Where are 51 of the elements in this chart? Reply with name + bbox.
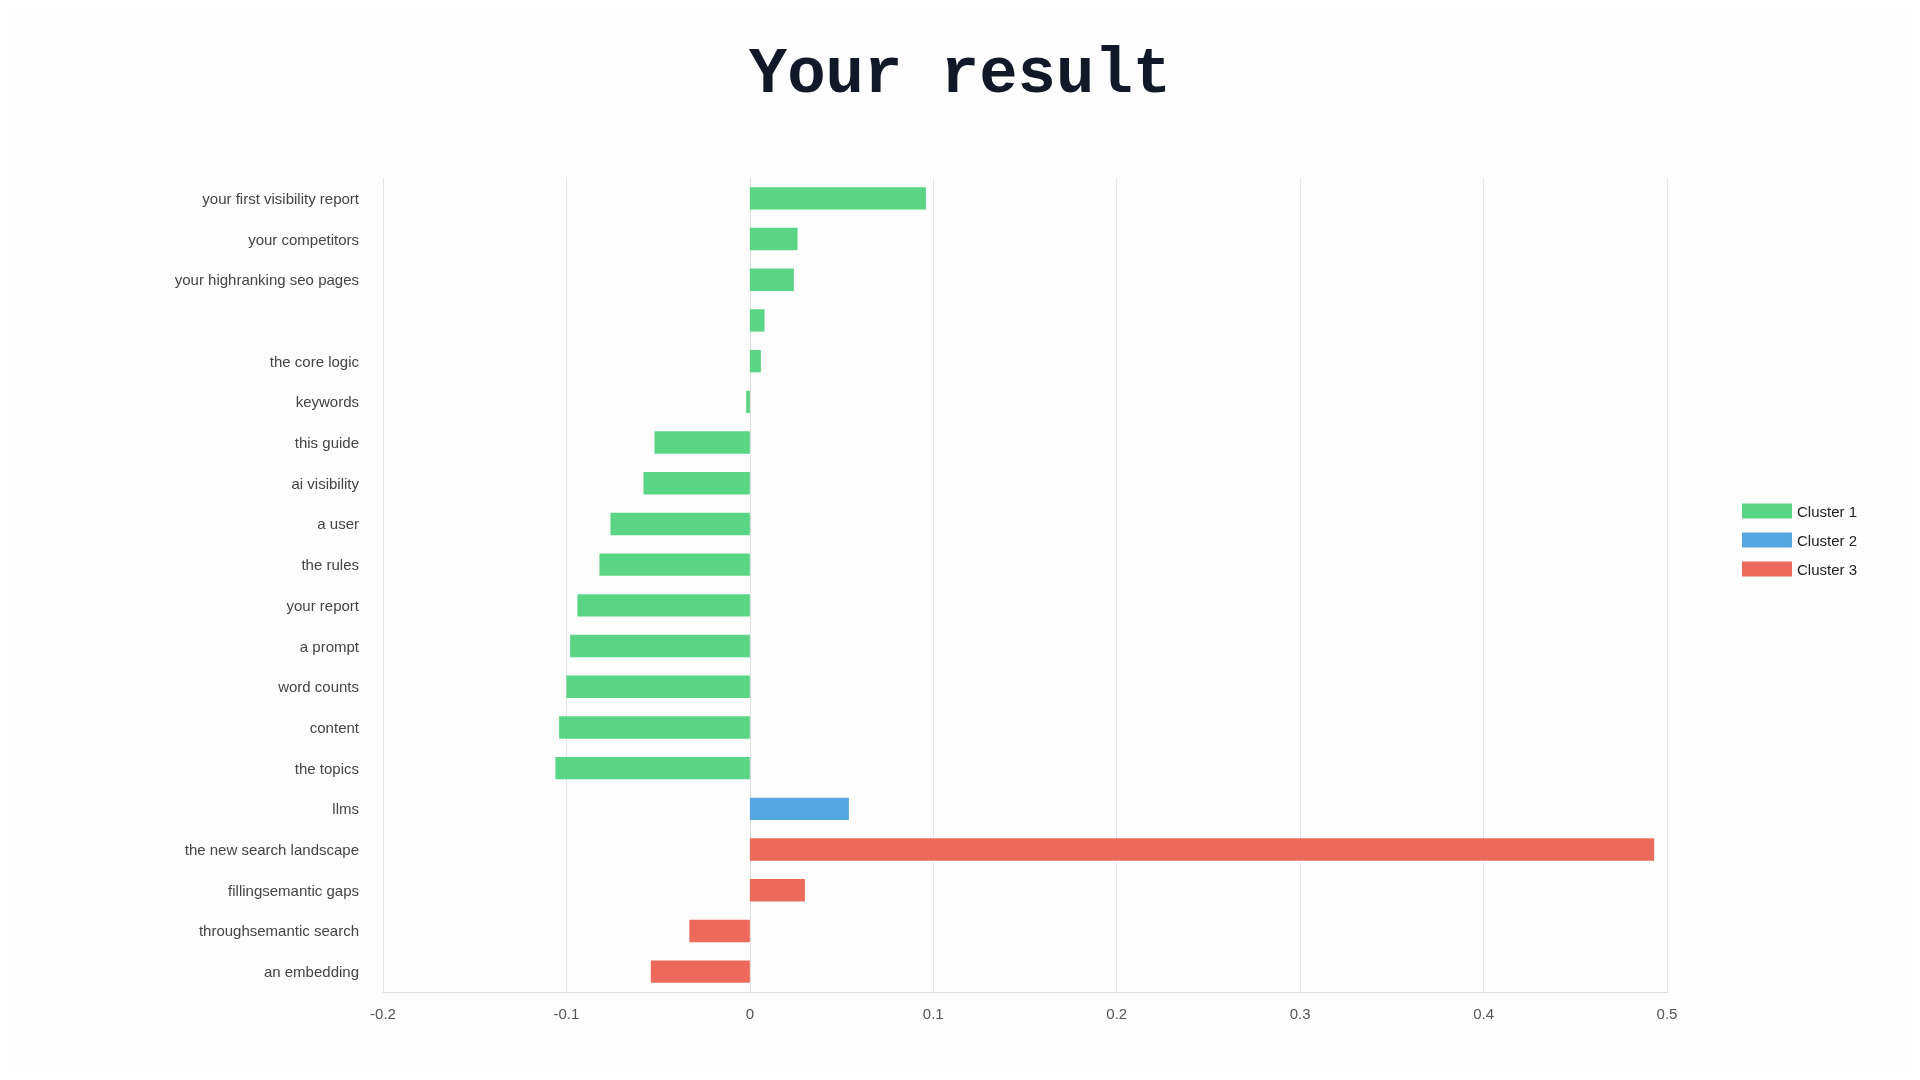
y-tick-label: throughsemantic search: [198, 922, 359, 940]
y-tick-label: your first visibility report: [202, 189, 360, 207]
legend-label: Cluster 2: [1796, 531, 1858, 549]
y-tick-label: content: [309, 718, 360, 736]
bar: [749, 268, 794, 291]
x-tick-label: -0.2: [370, 1005, 396, 1022]
y-tick-label: llms: [332, 800, 359, 818]
x-tick-label: 0.3: [1289, 1005, 1311, 1022]
y-tick-label: word counts: [277, 678, 359, 696]
y-tick-label: your report: [286, 596, 360, 614]
y-tick-label: this guide: [294, 434, 359, 452]
legend-label: Cluster 1: [1796, 502, 1858, 520]
bar: [749, 187, 926, 210]
bar: [746, 390, 750, 414]
bar: [555, 756, 750, 780]
bar: [749, 879, 805, 902]
bar: [610, 512, 750, 536]
bar: [749, 309, 765, 332]
y-tick-label: keywords: [295, 393, 359, 411]
y-tick-label: the rules: [301, 556, 359, 574]
x-tick-label: 0.4: [1473, 1005, 1494, 1022]
y-tick-label: your competitors: [248, 230, 359, 248]
legend-label: Cluster 3: [1796, 560, 1858, 578]
x-tick-label: 0.1: [922, 1005, 944, 1022]
bar: [599, 553, 750, 576]
y-tick-label: your highranking seo pages: [174, 271, 359, 289]
bar: [749, 227, 798, 251]
bar: [654, 431, 750, 454]
bar: [650, 960, 750, 983]
x-tick-label: 0.2: [1106, 1005, 1128, 1022]
bar: [577, 594, 750, 617]
y-tick-label: the topics: [294, 759, 359, 777]
y-tick-label: fillingsemantic gaps: [228, 881, 359, 899]
y-tick-label: the new search landscape: [184, 841, 359, 859]
bar: [643, 472, 750, 495]
x-tick-label: -0.1: [553, 1005, 580, 1022]
y-tick-label: ai visibility: [291, 474, 360, 492]
chart-title: Your result: [748, 39, 1172, 111]
bar: [566, 675, 750, 698]
y-tick-label: a prompt: [299, 637, 360, 655]
y-tick-label: a user: [317, 515, 359, 533]
y-tick-label: an embedding: [263, 963, 359, 981]
bar: [749, 797, 849, 821]
bar: [559, 716, 750, 739]
x-tick-label: 0.5: [1656, 1005, 1678, 1022]
bar: [749, 349, 761, 373]
bar: [689, 919, 750, 943]
bar: [570, 634, 750, 658]
x-tick-label: 0: [745, 1005, 755, 1022]
y-tick-label: the core logic: [269, 352, 360, 370]
bar: [749, 838, 1655, 861]
